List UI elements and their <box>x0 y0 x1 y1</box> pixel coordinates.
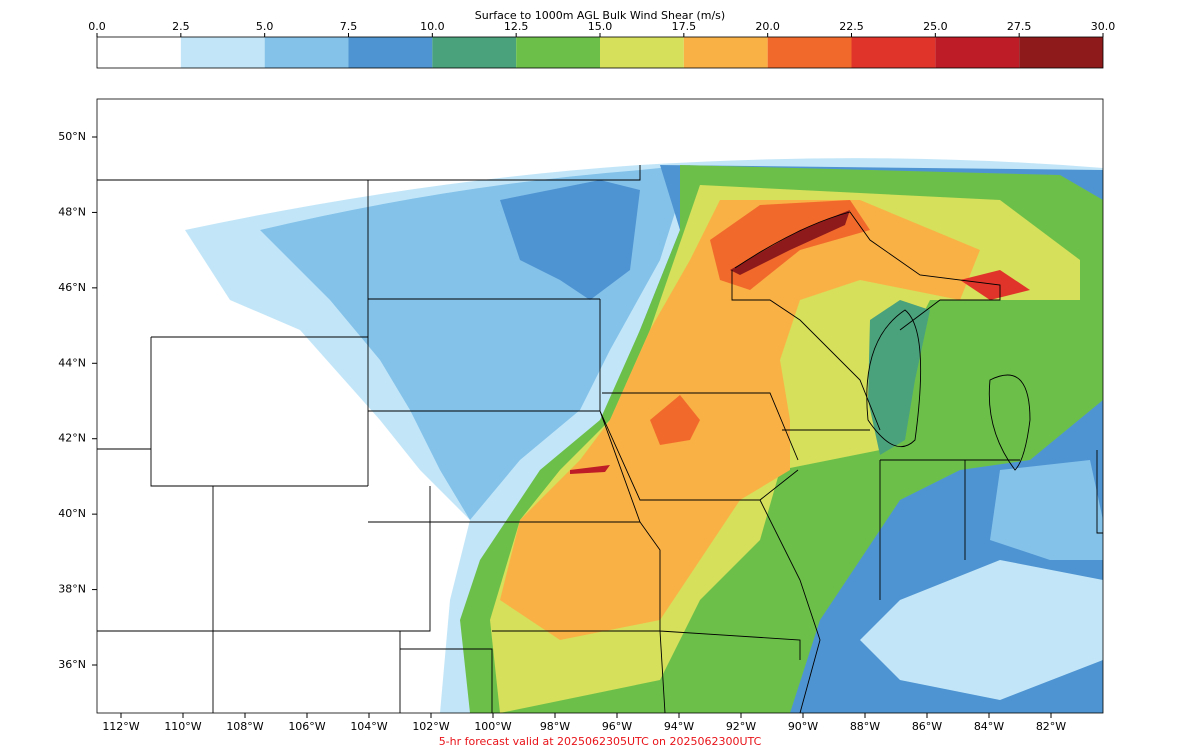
colorbar-segment <box>432 37 517 68</box>
lon-tick-label: 98°W <box>540 720 570 733</box>
lon-tick-label: 104°W <box>350 720 387 733</box>
lon-tick-label: 86°W <box>912 720 942 733</box>
lon-tick-label: 90°W <box>788 720 818 733</box>
colorbar-tick-label: 25.0 <box>923 20 948 33</box>
map-frame <box>96 98 1104 714</box>
lon-tick-label: 94°W <box>664 720 694 733</box>
colorbar-tick-label: 22.5 <box>839 20 864 33</box>
colorbar-segment <box>348 37 433 68</box>
colorbar-segment <box>180 37 265 68</box>
lon-tick-label: 84°W <box>974 720 1004 733</box>
colorbar-segment <box>683 37 768 68</box>
lat-tick-label: 50°N <box>58 130 86 143</box>
lon-tick-label: 102°W <box>412 720 449 733</box>
map-axes: 50°N 48°N 46°N 44°N 42°N 40°N 38°N 36°N 112°W 110… <box>58 130 1066 733</box>
colorbar-tick-label: 5.0 <box>256 20 274 33</box>
colorbar-segment <box>767 37 852 68</box>
colorbar-title: Surface to 1000m AGL Bulk Wind Shear (m/… <box>475 9 725 22</box>
state-borders <box>97 165 1103 714</box>
colorbar-tick-label: 30.0 <box>1091 20 1116 33</box>
colorbar-segment <box>264 37 349 68</box>
lon-tick-label: 110°W <box>164 720 201 733</box>
forecast-footer: 5-hr forecast valid at 2025062305UTC on … <box>439 735 762 748</box>
colorbar: 0.0 2.5 5.0 7.5 10.0 12.5 15.0 17.5 20.0 22.5 25.0… <box>88 20 1116 69</box>
colorbar-segment <box>516 37 600 68</box>
colorbar-segment <box>935 37 1020 68</box>
lon-tick-label: 82°W <box>1036 720 1066 733</box>
colorbar-tick-label: 0.0 <box>88 20 106 33</box>
lon-tick-label: 112°W <box>102 720 139 733</box>
lat-tick-label: 38°N <box>58 583 86 596</box>
colorbar-tick-label: 20.0 <box>755 20 780 33</box>
colorbar-tick-label: 15.0 <box>588 20 613 33</box>
colorbar-tick-label: 12.5 <box>504 20 529 33</box>
colorbar-tick-label: 27.5 <box>1007 20 1032 33</box>
colorbar-tick-label: 2.5 <box>172 20 190 33</box>
lon-tick-label: 106°W <box>288 720 325 733</box>
lon-tick-label: 88°W <box>850 720 880 733</box>
colorbar-tick-label: 17.5 <box>672 20 697 33</box>
lon-tick-label: 108°W <box>226 720 263 733</box>
colorbar-segment <box>600 37 684 68</box>
lon-tick-label: 100°W <box>474 720 511 733</box>
lat-tick-label: 48°N <box>58 205 86 218</box>
lat-tick-label: 36°N <box>58 658 86 671</box>
colorbar-segment <box>1019 37 1103 68</box>
lon-tick-label: 92°W <box>726 720 756 733</box>
colorbar-tick-label: 7.5 <box>340 20 358 33</box>
lat-tick-label: 42°N <box>58 432 86 445</box>
colorbar-tick-label: 10.0 <box>420 20 445 33</box>
lat-tick-label: 40°N <box>58 507 86 520</box>
colorbar-segment <box>97 37 181 68</box>
lat-tick-label: 44°N <box>58 356 86 369</box>
lon-tick-label: 96°W <box>602 720 632 733</box>
lat-tick-label: 46°N <box>58 281 86 294</box>
colorbar-segment <box>851 37 936 68</box>
